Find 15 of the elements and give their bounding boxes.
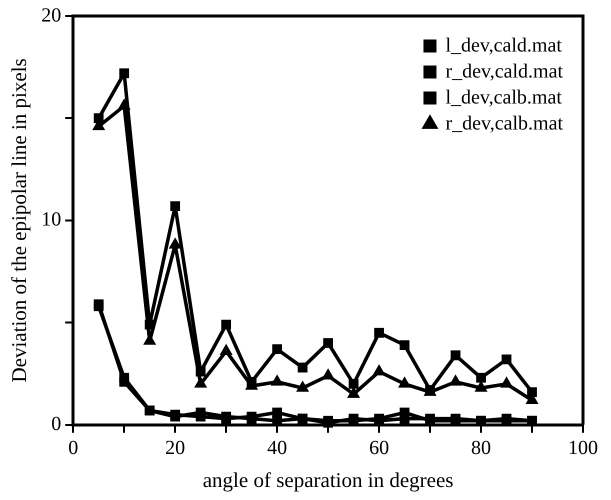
y-tick-label: 20 (41, 4, 62, 26)
y-axis-title: Deviation of the epipolar line in pixels (7, 58, 32, 383)
x-tick-label: 100 (568, 437, 598, 460)
legend-label: l_dev,cald.mat (445, 34, 562, 56)
x-tick-label: 80 (471, 437, 492, 460)
y-tick-label: 0 (51, 413, 62, 436)
legend-label: r_dev,calb.mat (445, 112, 564, 134)
legend-label: r_dev,cald.mat (445, 60, 564, 82)
x-tick-label: 20 (165, 437, 186, 460)
legend-label: l_dev,calb.mat (445, 86, 562, 108)
x-tick-label: 60 (369, 437, 390, 460)
x-tick-label: 40 (267, 437, 288, 460)
x-tick-label: 0 (68, 437, 78, 460)
x-axis-title: angle of separation in degrees (202, 468, 454, 492)
y-tick-label: 10 (41, 208, 62, 231)
